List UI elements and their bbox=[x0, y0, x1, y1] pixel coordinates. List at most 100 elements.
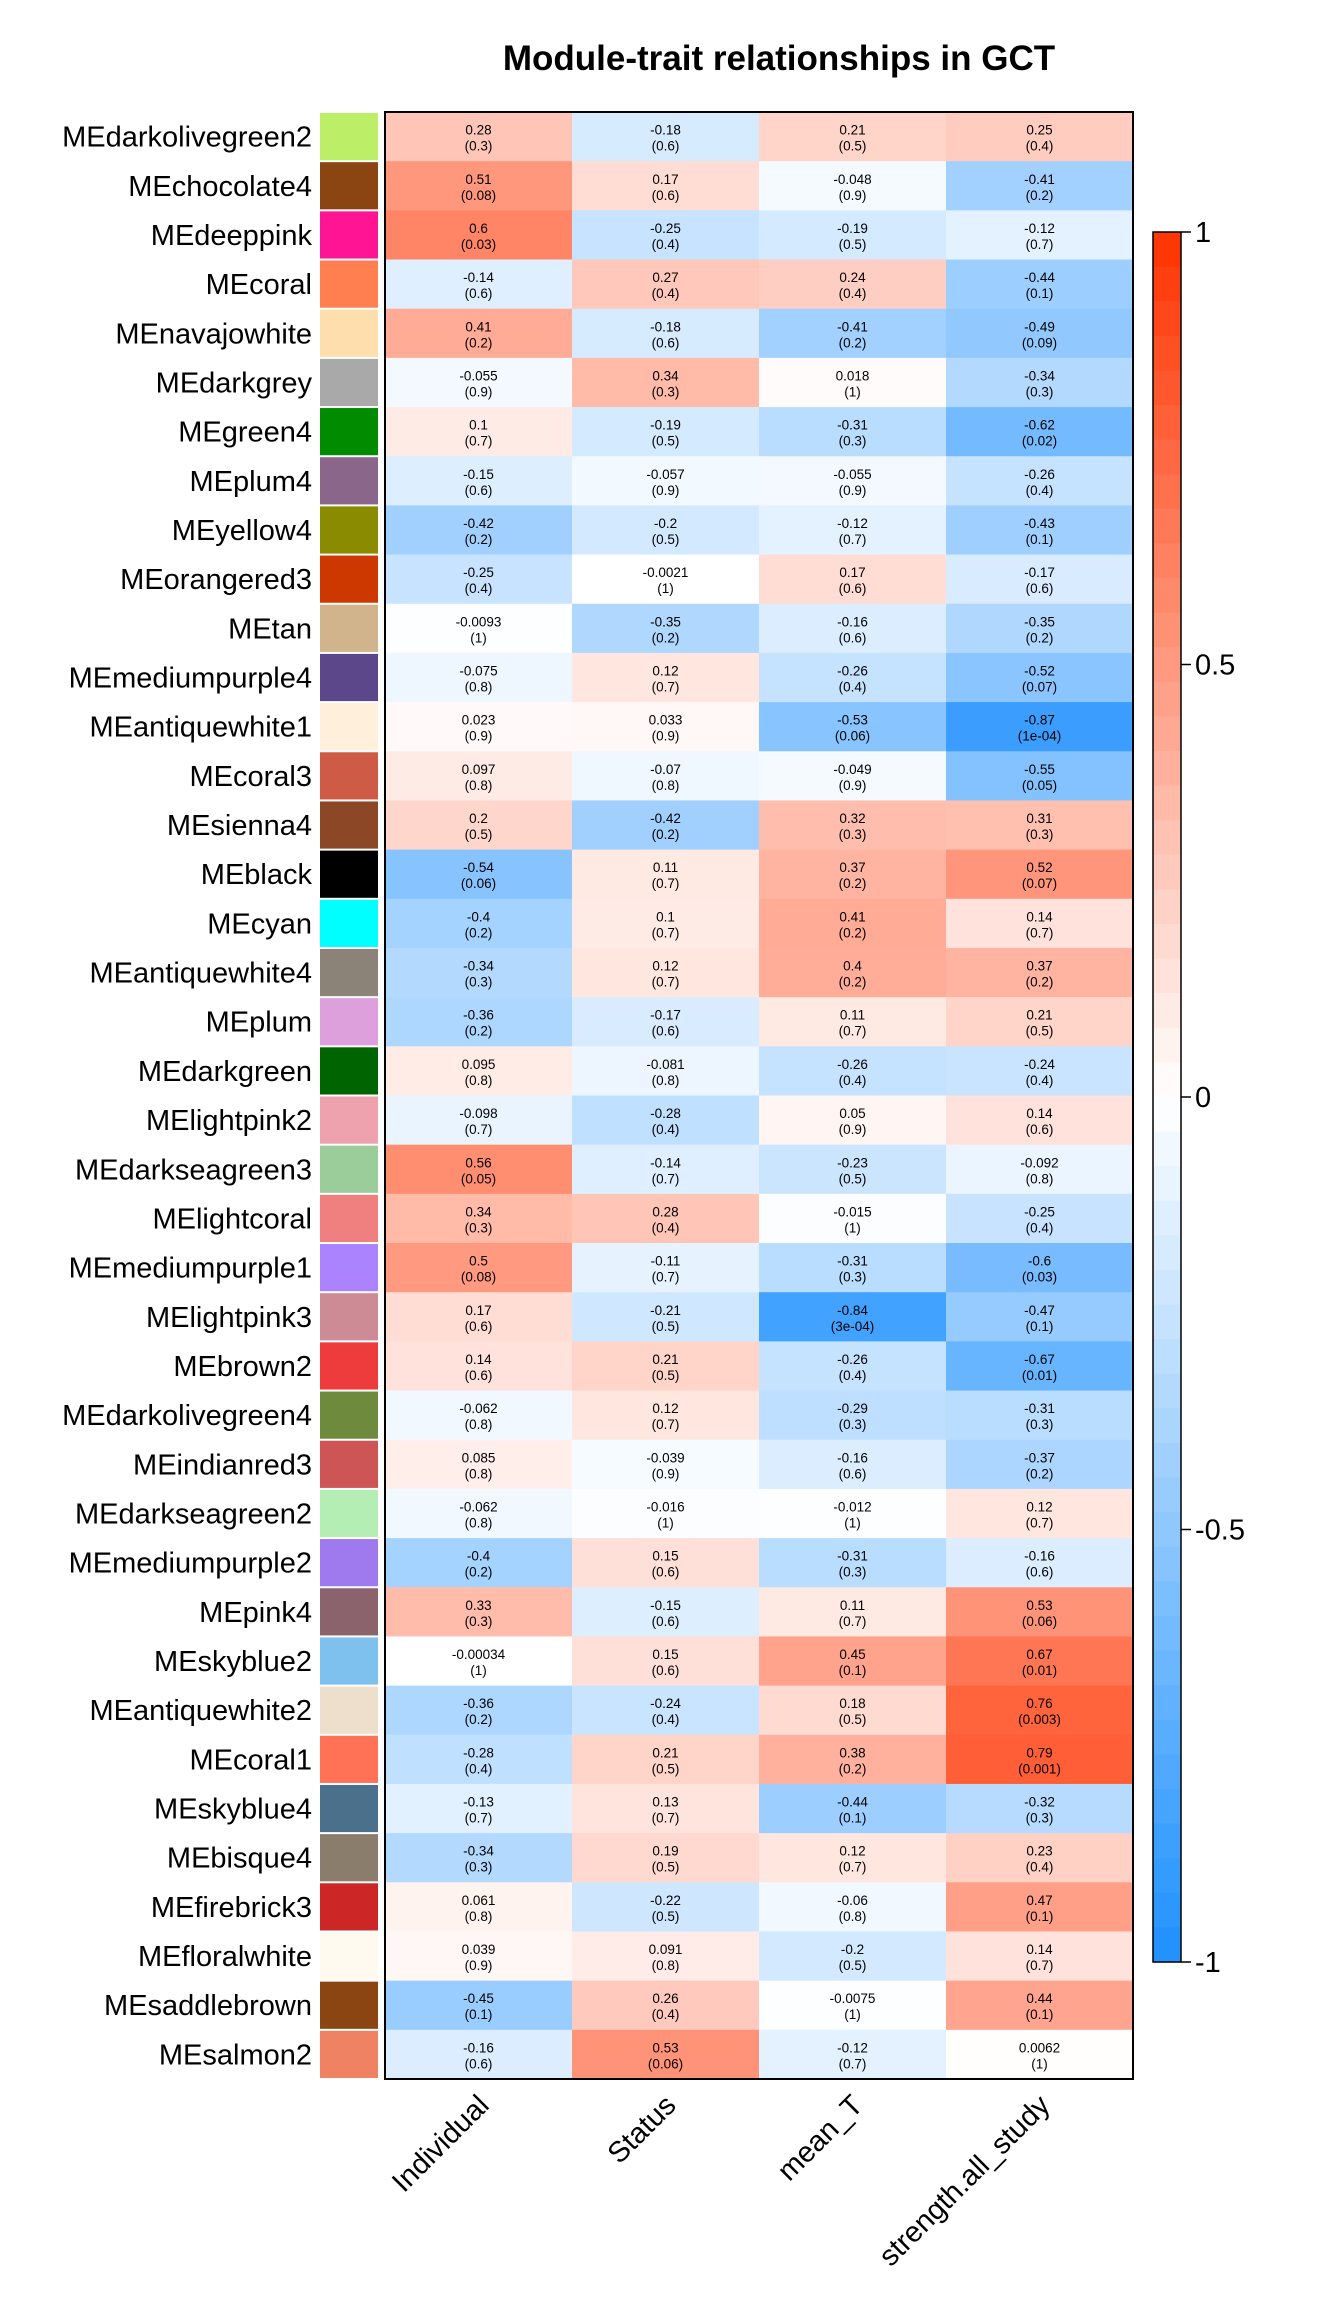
module-swatch bbox=[320, 1047, 378, 1095]
cell-pvalue: (0.08) bbox=[461, 1270, 496, 1285]
heatmap-cell bbox=[759, 505, 947, 556]
cell-pvalue: (0.6) bbox=[839, 1466, 867, 1481]
module-swatch bbox=[320, 1784, 378, 1833]
module-swatch bbox=[320, 850, 378, 898]
heatmap-cell bbox=[572, 652, 760, 703]
heatmap-cell bbox=[385, 898, 573, 949]
colorbar-segment bbox=[1153, 405, 1181, 441]
cell-correlation: 0.018 bbox=[836, 368, 870, 383]
cell-correlation: 0.095 bbox=[462, 1057, 496, 1072]
colorbar-segment bbox=[1153, 1408, 1181, 1444]
heatmap-cell bbox=[572, 1144, 760, 1195]
cell-pvalue: (0.7) bbox=[652, 876, 680, 891]
module-label: MEdarkgreen bbox=[138, 1056, 312, 1088]
cell-pvalue: (0.5) bbox=[652, 1909, 680, 1924]
module-label: MEantiquewhite2 bbox=[90, 1695, 312, 1727]
cell-pvalue: (0.3) bbox=[465, 975, 493, 990]
cell-correlation: -0.43 bbox=[1024, 516, 1055, 531]
module-label: MEtan bbox=[228, 613, 312, 645]
cell-pvalue: (0.6) bbox=[652, 1565, 680, 1580]
cell-correlation: -0.22 bbox=[650, 1893, 681, 1908]
cell-pvalue: (0.1) bbox=[1026, 1319, 1054, 1334]
cell-pvalue: (0.3) bbox=[1026, 827, 1054, 842]
cell-pvalue: (0.6) bbox=[839, 581, 867, 596]
cell-correlation: -0.24 bbox=[1024, 1057, 1055, 1072]
heatmap-cell bbox=[946, 1144, 1134, 1195]
heatmap-cell bbox=[385, 1439, 573, 1490]
colorbar-tick-label: -1 bbox=[1195, 1947, 1221, 1979]
cell-pvalue: (0.7) bbox=[652, 1811, 680, 1826]
cell-correlation: -0.52 bbox=[1024, 664, 1055, 679]
cell-correlation: 0.17 bbox=[652, 172, 678, 187]
heatmap-cell bbox=[759, 1095, 947, 1146]
heatmap-cell bbox=[572, 849, 760, 900]
cell-correlation: -0.4 bbox=[467, 1549, 491, 1564]
cell-pvalue: (0.7) bbox=[1026, 925, 1054, 940]
cell-pvalue: (0.6) bbox=[465, 286, 493, 301]
heatmap-cell bbox=[946, 1538, 1134, 1588]
cell-pvalue: (0.7) bbox=[652, 1171, 680, 1186]
heatmap-cell bbox=[759, 259, 947, 310]
module-swatch bbox=[320, 1932, 378, 1980]
heatmap-cell bbox=[759, 1980, 947, 2031]
cell-pvalue: (0.8) bbox=[465, 1515, 493, 1530]
cell-pvalue: (0.7) bbox=[652, 1270, 680, 1285]
cell-correlation: -0.16 bbox=[463, 2040, 494, 2055]
cell-pvalue: (0.5) bbox=[652, 1368, 680, 1383]
heatmap-cell bbox=[385, 357, 573, 408]
module-swatch bbox=[320, 1096, 378, 1144]
module-color-swatches bbox=[320, 113, 378, 2078]
heatmap-cell bbox=[946, 800, 1134, 851]
heatmap-cell bbox=[759, 407, 947, 457]
colorbar-segment bbox=[1153, 1719, 1181, 1755]
cell-correlation: 0.28 bbox=[465, 123, 491, 138]
module-swatch bbox=[320, 408, 378, 456]
cell-pvalue: (0.4) bbox=[652, 2007, 680, 2022]
cell-pvalue: (0.1) bbox=[839, 1811, 867, 1826]
colorbar-segment bbox=[1153, 647, 1181, 683]
heatmap-cell bbox=[385, 849, 573, 900]
cell-pvalue: (0.5) bbox=[839, 1958, 867, 1973]
heatmap-cell bbox=[385, 308, 573, 359]
cell-correlation: -0.35 bbox=[1024, 614, 1055, 629]
cell-correlation: 0.13 bbox=[652, 1795, 678, 1810]
module-label: MEcyan bbox=[207, 908, 312, 940]
heatmap-cell bbox=[946, 259, 1134, 310]
heatmap-cell bbox=[946, 1095, 1134, 1146]
cell-pvalue: (0.8) bbox=[465, 680, 493, 695]
cell-correlation: -0.35 bbox=[650, 614, 681, 629]
module-swatch bbox=[320, 1489, 378, 1538]
module-swatch bbox=[320, 1735, 378, 1783]
module-label: MEplum4 bbox=[190, 466, 313, 498]
heatmap-cell bbox=[572, 898, 760, 949]
cell-pvalue: (0.2) bbox=[1026, 188, 1054, 203]
cell-correlation: -0.2 bbox=[654, 516, 677, 531]
heatmap-cell bbox=[385, 603, 573, 654]
cell-pvalue: (0.4) bbox=[1026, 1860, 1054, 1875]
cell-pvalue: (0.5) bbox=[652, 434, 680, 449]
heatmap-border bbox=[384, 111, 1134, 2080]
cell-pvalue: (0.4) bbox=[839, 1073, 867, 1088]
cell-pvalue: (1) bbox=[844, 1515, 861, 1530]
colorbar-tick-label: 0 bbox=[1195, 1082, 1211, 1114]
heatmap-cell bbox=[572, 1783, 760, 1834]
cell-pvalue: (0.9) bbox=[652, 483, 680, 498]
heatmap-cell bbox=[572, 603, 760, 654]
colorbar-segment bbox=[1153, 1754, 1181, 1790]
cell-correlation: 0.79 bbox=[1026, 1745, 1052, 1760]
heatmap-cell bbox=[759, 554, 947, 605]
heatmap-cell bbox=[572, 259, 760, 310]
cell-correlation: -0.31 bbox=[837, 1254, 868, 1269]
module-label: MEsienna4 bbox=[167, 810, 312, 842]
colorbar-segment bbox=[1153, 335, 1181, 371]
heatmap-cell bbox=[759, 308, 947, 359]
heatmap-cell bbox=[385, 554, 573, 605]
heatmap-cell bbox=[572, 1587, 760, 1637]
cell-pvalue: (0.03) bbox=[1022, 1270, 1057, 1285]
cell-correlation: -0.6 bbox=[1028, 1254, 1051, 1269]
heatmap-cell bbox=[759, 1243, 947, 1293]
heatmap-cell bbox=[385, 456, 573, 506]
cell-correlation: 0.085 bbox=[462, 1450, 496, 1465]
module-label: MEfirebrick3 bbox=[151, 1892, 312, 1924]
cell-correlation: 0.51 bbox=[465, 172, 491, 187]
